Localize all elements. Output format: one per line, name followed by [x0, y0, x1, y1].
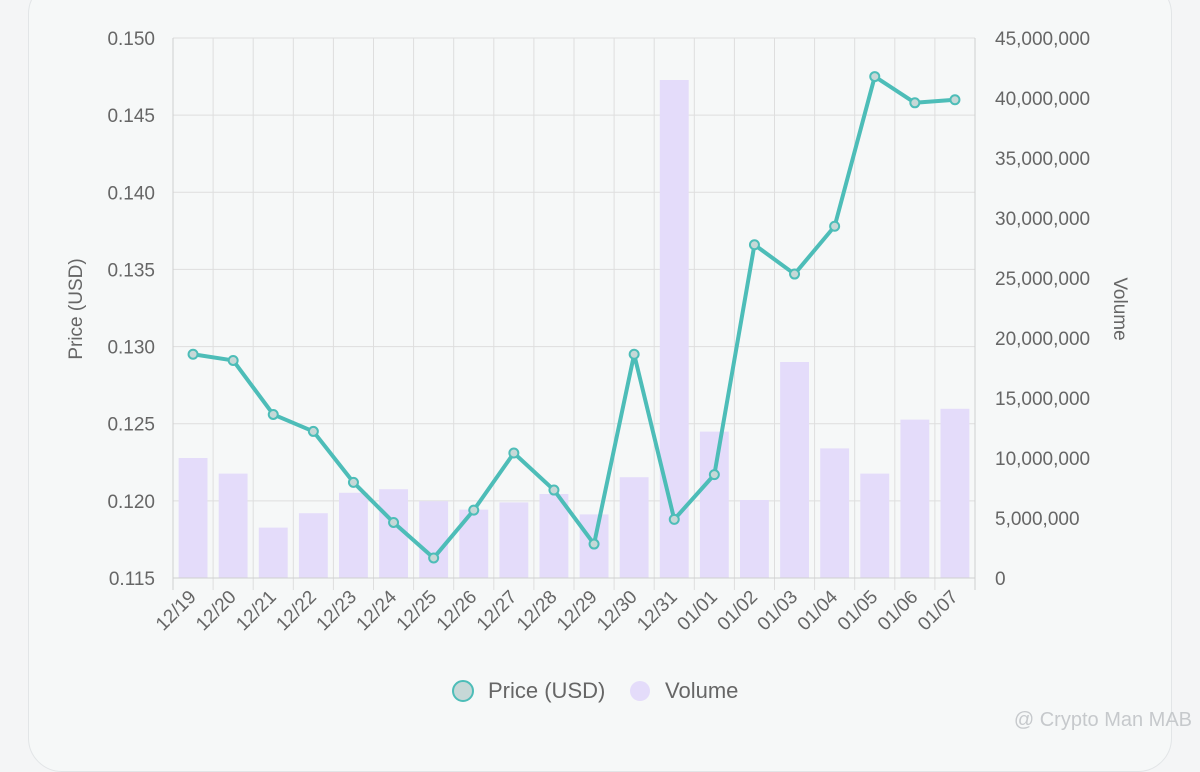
x-tick-label: 12/22	[272, 587, 320, 635]
y-tick-label: 0.140	[107, 183, 155, 204]
y2-tick-label: 15,000,000	[995, 389, 1090, 410]
x-tick-label: 12/30	[593, 587, 641, 635]
x-tick-label: 01/03	[754, 587, 802, 635]
y2-tick-label: 10,000,000	[995, 449, 1090, 470]
volume-bar[interactable]	[258, 527, 288, 578]
y2-axis-title: Volume	[1109, 277, 1130, 340]
price-point[interactable]	[307, 425, 319, 437]
x-tick-label: 01/02	[714, 587, 762, 635]
x-tick-label: 01/04	[794, 586, 843, 635]
x-tick-label: 12/25	[393, 587, 441, 635]
volume-bar[interactable]	[940, 408, 970, 578]
volume-bar[interactable]	[659, 80, 689, 578]
legend-item-volume[interactable]: Volume	[630, 678, 738, 703]
volume-bar[interactable]	[499, 502, 529, 578]
volume-bar[interactable]	[298, 513, 328, 578]
y2-tick-label: 25,000,000	[995, 269, 1090, 290]
y2-tick-label: 45,000,000	[995, 29, 1090, 50]
x-tick-label: 12/23	[313, 587, 361, 635]
legend: Price (USD) Volume	[452, 678, 738, 703]
x-tick-label: 12/31	[633, 587, 681, 635]
price-point[interactable]	[748, 239, 760, 251]
chart-svg: 0.115 0.120 0.125 0.130 0.135 0.140 0.145 0.150…	[66, 29, 1192, 731]
price-point[interactable]	[708, 469, 720, 481]
y2-tick-label: 20,000,000	[995, 329, 1090, 350]
price-line	[187, 71, 961, 564]
y-right-ticks: 0 5,000,000 10,000,000 15,000,000 20,000,000…	[995, 29, 1090, 590]
x-tick-label: 12/26	[433, 587, 481, 635]
volume-bar[interactable]	[740, 500, 769, 578]
x-ticks: 12/1912/2012/2112/2212/2312/2412/2512/26…	[152, 586, 962, 635]
x-tick-label: 12/19	[152, 587, 200, 635]
y-tick-label: 0.120	[107, 492, 155, 513]
volume-bar[interactable]	[900, 419, 930, 578]
volume-bar[interactable]	[860, 473, 890, 578]
y-tick-label: 0.125	[107, 415, 155, 436]
legend-price-marker	[452, 680, 474, 702]
x-tick-label: 01/05	[834, 587, 882, 635]
volume-bar[interactable]	[539, 494, 569, 578]
volume-bar[interactable]	[619, 477, 649, 578]
x-tick-label: 12/29	[553, 587, 601, 635]
chart-card	[28, 0, 1172, 772]
price-point[interactable]	[548, 484, 560, 496]
price-point[interactable]	[428, 552, 440, 564]
legend-item-price[interactable]: Price (USD)	[452, 678, 605, 703]
y2-tick-label: 35,000,000	[995, 149, 1090, 170]
y2-tick-label: 0	[995, 569, 1006, 590]
price-point[interactable]	[347, 476, 359, 488]
y2-tick-label: 5,000,000	[995, 509, 1080, 530]
x-tick-label: 12/27	[473, 587, 521, 635]
y-tick-label: 0.115	[109, 569, 155, 590]
axes	[172, 38, 976, 590]
x-tick-label: 01/07	[914, 587, 962, 635]
price-point[interactable]	[468, 504, 480, 516]
y-axis-title: Price (USD)	[66, 258, 87, 359]
price-point[interactable]	[829, 220, 841, 232]
y-tick-label: 0.130	[107, 338, 155, 359]
legend-price-label: Price (USD)	[488, 678, 605, 703]
price-point[interactable]	[949, 94, 961, 106]
y-tick-label: 0.135	[107, 260, 155, 281]
y2-tick-label: 40,000,000	[995, 89, 1090, 110]
volume-bar[interactable]	[820, 448, 850, 578]
price-line-path	[191, 74, 957, 560]
watermark-text: @ Crypto Man MAB	[1014, 709, 1192, 731]
price-point[interactable]	[668, 513, 680, 525]
price-point[interactable]	[789, 268, 801, 280]
price-point[interactable]	[588, 538, 600, 550]
price-point[interactable]	[388, 516, 400, 528]
legend-volume-label: Volume	[665, 678, 738, 703]
y-tick-label: 0.150	[107, 29, 155, 50]
volume-bar[interactable]	[780, 362, 809, 578]
x-tick-label: 01/01	[673, 587, 721, 635]
volume-bar[interactable]	[218, 473, 248, 578]
price-point[interactable]	[227, 354, 239, 366]
grid-lines	[172, 37, 976, 590]
y2-tick-label: 30,000,000	[995, 209, 1090, 230]
volume-bar[interactable]	[419, 501, 449, 578]
y-left-ticks: 0.115 0.120 0.125 0.130 0.135 0.140 0.145 0.150	[107, 29, 155, 590]
price-point[interactable]	[628, 348, 640, 360]
price-point[interactable]	[869, 71, 881, 83]
volume-bar[interactable]	[339, 492, 368, 578]
x-tick-label: 01/06	[874, 587, 922, 635]
x-tick-label: 12/20	[192, 587, 240, 635]
price-point[interactable]	[267, 408, 279, 420]
x-tick-label: 12/21	[232, 587, 280, 635]
x-tick-label: 12/28	[513, 587, 561, 635]
price-point[interactable]	[508, 447, 520, 459]
volume-bar[interactable]	[178, 458, 208, 578]
price-point[interactable]	[187, 348, 199, 360]
legend-volume-marker	[630, 681, 650, 701]
x-tick-label: 12/24	[353, 586, 402, 635]
volume-bar[interactable]	[699, 431, 729, 578]
price-point[interactable]	[909, 97, 921, 109]
y-tick-label: 0.145	[107, 106, 155, 127]
